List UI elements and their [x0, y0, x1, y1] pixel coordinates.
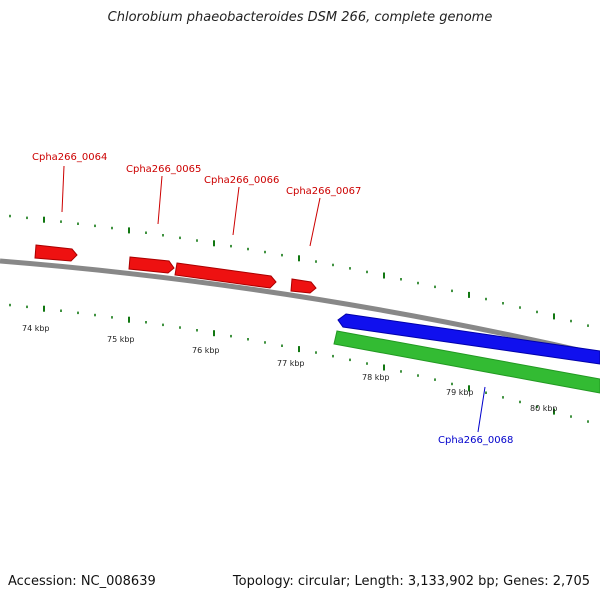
label-leader — [157, 175, 163, 225]
scale-label: 79 kbp — [446, 388, 474, 397]
outer-tick-track — [9, 214, 589, 327]
label-leader — [61, 165, 65, 213]
scale-label: 76 kbp — [192, 346, 220, 355]
gene-label[interactable]: Cpha266_0065 — [126, 164, 201, 175]
gene-arrow-cpha266-0068[interactable] — [337, 313, 600, 365]
scale-label: 74 kbp — [22, 324, 50, 333]
gene-arrow-cpha266-0067[interactable] — [290, 278, 317, 294]
label-leader — [309, 197, 321, 247]
scale-label: 78 kbp — [362, 373, 390, 382]
genome-summary-text: Topology: circular; Length: 3,133,902 bp… — [232, 574, 590, 589]
scale-label: 75 kbp — [107, 335, 135, 344]
label-leader — [232, 186, 240, 236]
scale-label: 80 kbp — [530, 404, 558, 413]
gene-label[interactable]: Cpha266_0068 — [438, 435, 513, 446]
gene-label[interactable]: Cpha266_0066 — [204, 175, 279, 186]
gene-arrow-cpha266-0065[interactable] — [128, 256, 175, 274]
map-title: Chlorobium phaeobacteroides DSM 266, com… — [107, 10, 493, 25]
gene-label[interactable]: Cpha266_0067 — [286, 186, 361, 197]
accession-text: Accession: NC_008639 — [8, 574, 156, 589]
genome-backbone — [0, 258, 600, 358]
gene-arrow-cpha266-0064[interactable] — [34, 244, 78, 262]
inner-tick-track — [9, 303, 589, 423]
label-leader — [477, 386, 486, 433]
gc-content-bar — [333, 330, 600, 394]
gene-arrow-cpha266-0066[interactable] — [174, 262, 277, 289]
gene-label[interactable]: Cpha266_0064 — [32, 152, 107, 163]
scale-label: 77 kbp — [277, 359, 305, 368]
